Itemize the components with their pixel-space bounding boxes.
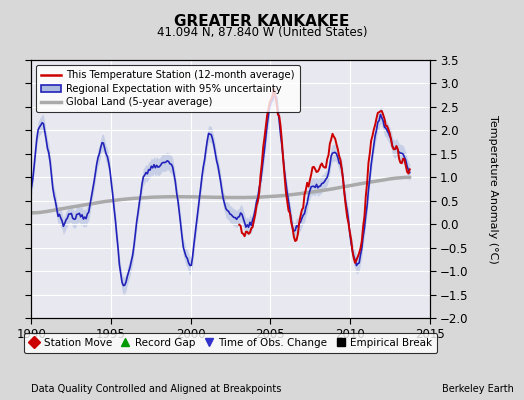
Legend: This Temperature Station (12-month average), Regional Expectation with 95% uncer: This Temperature Station (12-month avera… (37, 65, 300, 112)
Y-axis label: Temperature Anomaly (°C): Temperature Anomaly (°C) (488, 115, 498, 263)
Text: Data Quality Controlled and Aligned at Breakpoints: Data Quality Controlled and Aligned at B… (31, 384, 282, 394)
Text: GREATER KANKAKEE: GREATER KANKAKEE (174, 14, 350, 29)
Legend: Station Move, Record Gap, Time of Obs. Change, Empirical Break: Station Move, Record Gap, Time of Obs. C… (24, 333, 437, 353)
Text: 41.094 N, 87.840 W (United States): 41.094 N, 87.840 W (United States) (157, 26, 367, 39)
Text: Berkeley Earth: Berkeley Earth (442, 384, 514, 394)
